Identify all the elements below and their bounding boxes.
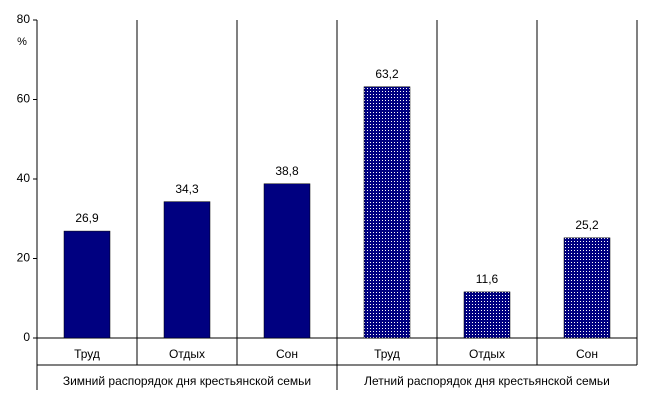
bar [363, 86, 411, 339]
value-label: 38,8 [275, 164, 299, 178]
bar [263, 183, 311, 339]
value-label: 34,3 [175, 182, 199, 196]
y-tick-label: 0 [23, 330, 30, 344]
y-tick-label: 40 [17, 171, 31, 185]
bar [563, 237, 611, 339]
x-tick-label: Труд [74, 347, 100, 361]
group-label: Зимний распорядок дня крестьянской семьи [63, 374, 311, 388]
y-tick-label: 80 [17, 12, 31, 26]
y-tick-label: 60 [17, 92, 31, 106]
x-tick-label: Сон [276, 347, 298, 361]
value-label: 11,6 [476, 272, 499, 286]
value-label: 63,2 [375, 67, 399, 81]
value-label: 26,9 [75, 211, 99, 225]
x-tick-label: Отдых [169, 347, 205, 361]
y-unit: % [17, 36, 27, 48]
value-label: 25,2 [575, 218, 599, 232]
y-tick-label: 20 [17, 251, 31, 265]
x-tick-label: Сон [576, 347, 598, 361]
bar [463, 291, 511, 339]
x-tick-label: Отдых [469, 347, 505, 361]
bar [163, 201, 211, 339]
group-label: Летний распорядок дня крестьянской семьи [364, 374, 610, 388]
x-tick-label: Труд [374, 347, 400, 361]
bar [63, 230, 111, 339]
